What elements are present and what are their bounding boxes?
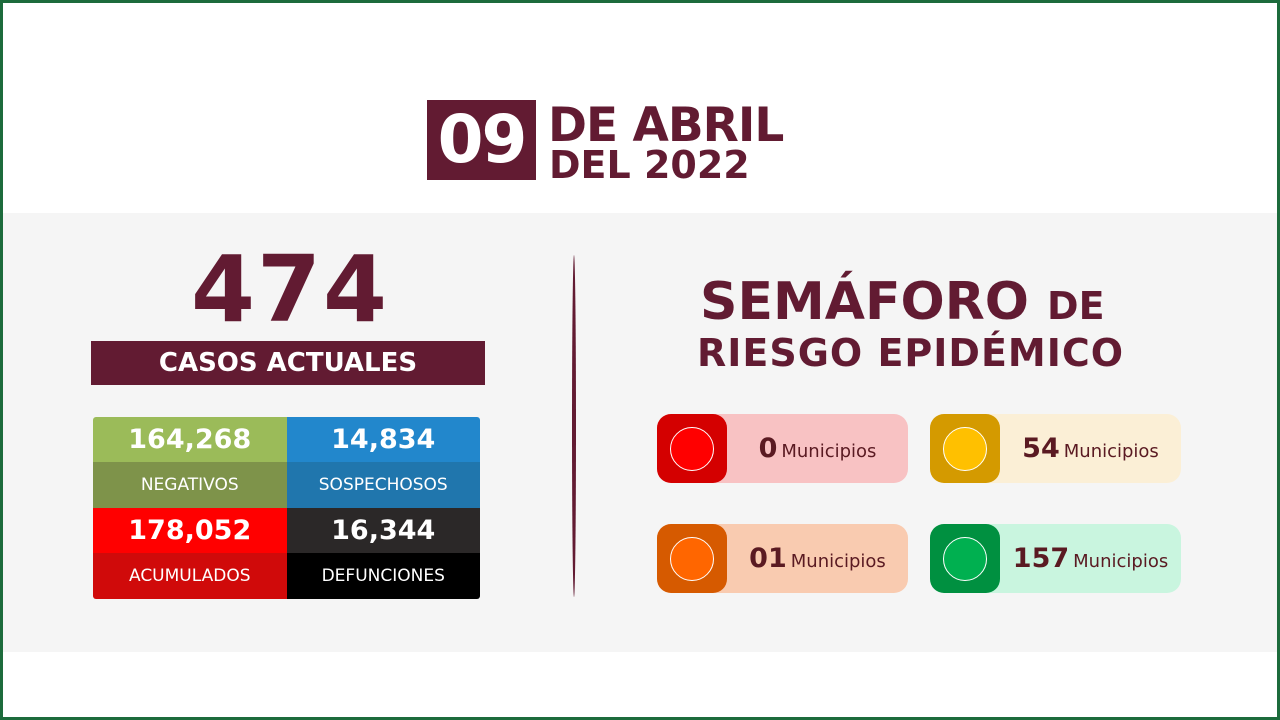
stat-value: 178,052	[93, 508, 287, 553]
count: 01	[749, 543, 787, 574]
semaforo-green: 157 Municipios	[930, 524, 1181, 593]
unit: Municipios	[790, 551, 886, 572]
stat-acumulados: 178,052 ACUMULADOS	[93, 508, 287, 599]
stat-sospechosos: 14,834 SOSPECHOSOS	[286, 417, 480, 508]
semaforo-red: 0 Municipios	[657, 414, 908, 483]
stat-negativos: 164,268 NEGATIVOS	[93, 417, 287, 508]
red-light-icon	[657, 414, 727, 483]
date-year: DEL 2022	[549, 143, 750, 187]
semaforo-subtitle: RIESGO EPIDÉMICO	[697, 331, 1125, 375]
date-day: 09	[427, 100, 536, 180]
divider	[572, 255, 576, 597]
stat-value: 164,268	[93, 417, 287, 462]
green-light-icon	[930, 524, 1000, 593]
yellow-light-icon	[930, 414, 1000, 483]
stats-grid: 164,268 NEGATIVOS 14,834 SOSPECHOSOS 178,0…	[93, 417, 480, 599]
semaforo-title: SEMÁFORO DE	[700, 272, 1105, 336]
stat-label: DEFUNCIONES	[286, 553, 480, 599]
unit: Municipios	[1063, 441, 1159, 462]
count: 54	[1022, 433, 1060, 464]
semaforo-title-de: DE	[1047, 284, 1105, 328]
stat-value: 16,344	[286, 508, 480, 553]
current-cases-value: 474	[190, 236, 390, 343]
unit: Municipios	[1073, 551, 1169, 572]
semaforo-yellow: 54 Municipios	[930, 414, 1181, 483]
stat-label: SOSPECHOSOS	[286, 462, 480, 508]
count: 157	[1012, 543, 1070, 574]
count: 0	[758, 433, 778, 464]
current-cases-label: CASOS ACTUALES	[91, 341, 485, 385]
stat-value: 14,834	[286, 417, 480, 462]
stat-label: NEGATIVOS	[93, 462, 287, 508]
semaforo-title-main: SEMÁFORO	[700, 272, 1029, 332]
stat-label: ACUMULADOS	[93, 553, 287, 599]
semaforo-orange: 01 Municipios	[657, 524, 908, 593]
unit: Municipios	[781, 441, 877, 462]
date-month: DE ABRIL	[548, 98, 784, 153]
stat-defunciones: 16,344 DEFUNCIONES	[286, 508, 480, 599]
orange-light-icon	[657, 524, 727, 593]
